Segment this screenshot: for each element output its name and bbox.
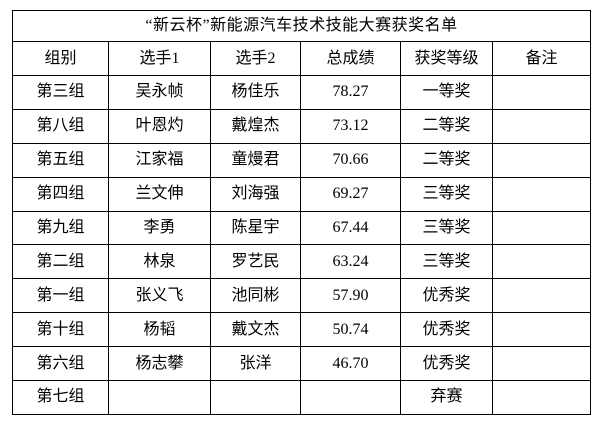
column-header: 选手2 bbox=[210, 41, 301, 76]
table-row: 第一组 张义飞 池同彬 57.90 优秀奖 bbox=[12, 278, 592, 314]
table-cell: 三等奖 bbox=[400, 244, 493, 280]
table-cell: 优秀奖 bbox=[400, 312, 493, 348]
column-header: 获奖等级 bbox=[400, 41, 493, 76]
table-cell: 第六组 bbox=[12, 346, 109, 382]
column-header: 组别 bbox=[12, 41, 109, 76]
table-cell: 刘海强 bbox=[210, 176, 301, 212]
table-cell: 50.74 bbox=[300, 312, 401, 348]
table-cell bbox=[491, 244, 592, 280]
table-cell: 童熳君 bbox=[210, 142, 301, 178]
table-cell: 李勇 bbox=[108, 210, 211, 246]
table-cell: 57.90 bbox=[300, 278, 401, 314]
table-cell: 戴煌杰 bbox=[210, 108, 301, 144]
table-cell: 三等奖 bbox=[400, 176, 493, 212]
table-cell: 优秀奖 bbox=[400, 346, 493, 382]
title-row: “新云杯”新能源汽车技术技能大赛获奖名单 bbox=[11, 10, 592, 42]
table-row: 第三组 吴永帧 杨佳乐 78.27 一等奖 bbox=[12, 75, 592, 110]
table-cell: 第二组 bbox=[12, 244, 109, 280]
table-row: 第七组 弃赛 bbox=[12, 380, 592, 415]
table-row: 第八组 叶恩灼 戴煌杰 73.12 二等奖 bbox=[12, 108, 592, 144]
table-cell: 张义飞 bbox=[108, 278, 211, 314]
table-cell: 罗艺民 bbox=[210, 244, 301, 280]
table-cell: 戴文杰 bbox=[210, 312, 301, 348]
table-cell: 池同彬 bbox=[210, 278, 301, 314]
table-cell: 杨韬 bbox=[108, 312, 211, 348]
table-cell: 吴永帧 bbox=[108, 75, 211, 110]
table-cell bbox=[210, 380, 301, 415]
table-cell: 二等奖 bbox=[400, 108, 493, 144]
table-row: 第九组 李勇 陈星宇 67.44 三等奖 bbox=[12, 210, 592, 246]
header-row: 组别 选手1 选手2 总成绩 获奖等级 备注 bbox=[12, 41, 592, 76]
table-row: 第五组 江家福 童熳君 70.66 二等奖 bbox=[12, 142, 592, 178]
table-cell: 杨佳乐 bbox=[210, 75, 301, 110]
table-cell: 陈星宇 bbox=[210, 210, 301, 246]
table-row: 第四组 兰文伸 刘海强 69.27 三等奖 bbox=[12, 176, 592, 212]
table-cell: 弃赛 bbox=[400, 380, 493, 415]
column-header: 总成绩 bbox=[300, 41, 401, 76]
table-cell: 第四组 bbox=[12, 176, 109, 212]
table-cell: 第七组 bbox=[12, 380, 109, 415]
table-cell bbox=[491, 312, 592, 348]
table-cell: 第五组 bbox=[12, 142, 109, 178]
table-cell: 73.12 bbox=[300, 108, 401, 144]
table-cell: 70.66 bbox=[300, 142, 401, 178]
table-cell: 杨志攀 bbox=[108, 346, 211, 382]
table-title: “新云杯”新能源汽车技术技能大赛获奖名单 bbox=[11, 10, 592, 42]
table-cell: 46.70 bbox=[300, 346, 401, 382]
table-cell bbox=[491, 346, 592, 382]
table-cell: 第三组 bbox=[12, 75, 109, 110]
table-cell: 兰文伸 bbox=[108, 176, 211, 212]
award-results-table: “新云杯”新能源汽车技术技能大赛获奖名单 组别 选手1 选手2 总成绩 获奖等级 备注 第… bbox=[11, 10, 592, 415]
table-cell bbox=[491, 75, 592, 110]
table-cell: 张洋 bbox=[210, 346, 301, 382]
table-cell bbox=[108, 380, 211, 415]
table-cell: 三等奖 bbox=[400, 210, 493, 246]
table-cell: 叶恩灼 bbox=[108, 108, 211, 144]
table-cell bbox=[300, 380, 401, 415]
table-cell: 第一组 bbox=[12, 278, 109, 314]
column-header: 选手1 bbox=[108, 41, 211, 76]
table-cell bbox=[491, 278, 592, 314]
table-cell bbox=[491, 380, 592, 415]
table-cell: 第八组 bbox=[12, 108, 109, 144]
table-cell bbox=[491, 176, 592, 212]
table-cell: 63.24 bbox=[300, 244, 401, 280]
table-cell bbox=[491, 108, 592, 144]
table-cell: 69.27 bbox=[300, 176, 401, 212]
table-row: 第二组 林泉 罗艺民 63.24 三等奖 bbox=[12, 244, 592, 280]
table-cell: 优秀奖 bbox=[400, 278, 493, 314]
table-cell: 第十组 bbox=[12, 312, 109, 348]
table-cell: 江家福 bbox=[108, 142, 211, 178]
table-row: 第十组 杨韬 戴文杰 50.74 优秀奖 bbox=[12, 312, 592, 348]
table-cell: 78.27 bbox=[300, 75, 401, 110]
table-cell: 二等奖 bbox=[400, 142, 493, 178]
table-row: 第六组 杨志攀 张洋 46.70 优秀奖 bbox=[12, 346, 592, 382]
table-cell bbox=[491, 210, 592, 246]
column-header: 备注 bbox=[491, 41, 592, 76]
table-cell bbox=[491, 142, 592, 178]
table-cell: 林泉 bbox=[108, 244, 211, 280]
table-cell: 一等奖 bbox=[400, 75, 493, 110]
table-cell: 第九组 bbox=[12, 210, 109, 246]
table-cell: 67.44 bbox=[300, 210, 401, 246]
